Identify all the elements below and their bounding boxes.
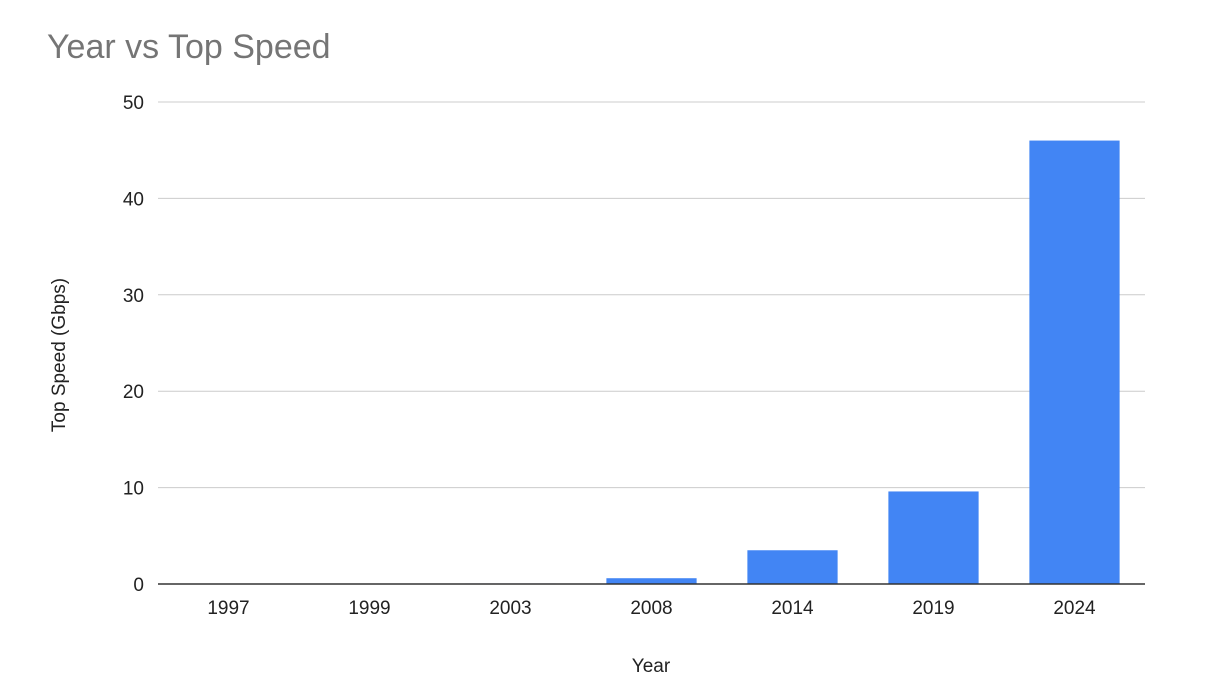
y-tick-label: 50 [123, 93, 144, 114]
x-tick-label: 2003 [489, 598, 531, 619]
y-tick-label: 30 [123, 286, 144, 307]
x-tick-label: 1999 [348, 598, 390, 619]
x-tick-label: 2008 [630, 598, 672, 619]
y-tick-label: 10 [123, 479, 144, 500]
y-tick-label: 0 [133, 575, 144, 596]
y-axis-ticks: 0 10 20 30 40 50 [123, 93, 144, 596]
bar-2019 [888, 491, 979, 584]
x-tick-label: 1997 [207, 598, 249, 619]
chart-title: Year vs Top Speed [47, 28, 331, 66]
x-axis-ticks: 1997 1999 2003 2008 2014 2019 2024 [207, 598, 1096, 619]
x-tick-label: 2019 [912, 598, 954, 619]
x-tick-label: 2014 [771, 598, 814, 619]
bars [183, 140, 1120, 584]
bar-2014 [747, 550, 838, 584]
x-axis-title: Year [632, 656, 671, 677]
bar-2024 [1029, 140, 1120, 584]
y-axis-title: Top Speed (Gbps) [49, 278, 70, 432]
x-tick-label: 2024 [1053, 598, 1096, 619]
y-tick-label: 40 [123, 189, 144, 210]
gridlines [158, 101, 1145, 489]
bar-2008 [606, 578, 697, 584]
y-tick-label: 20 [123, 382, 144, 403]
